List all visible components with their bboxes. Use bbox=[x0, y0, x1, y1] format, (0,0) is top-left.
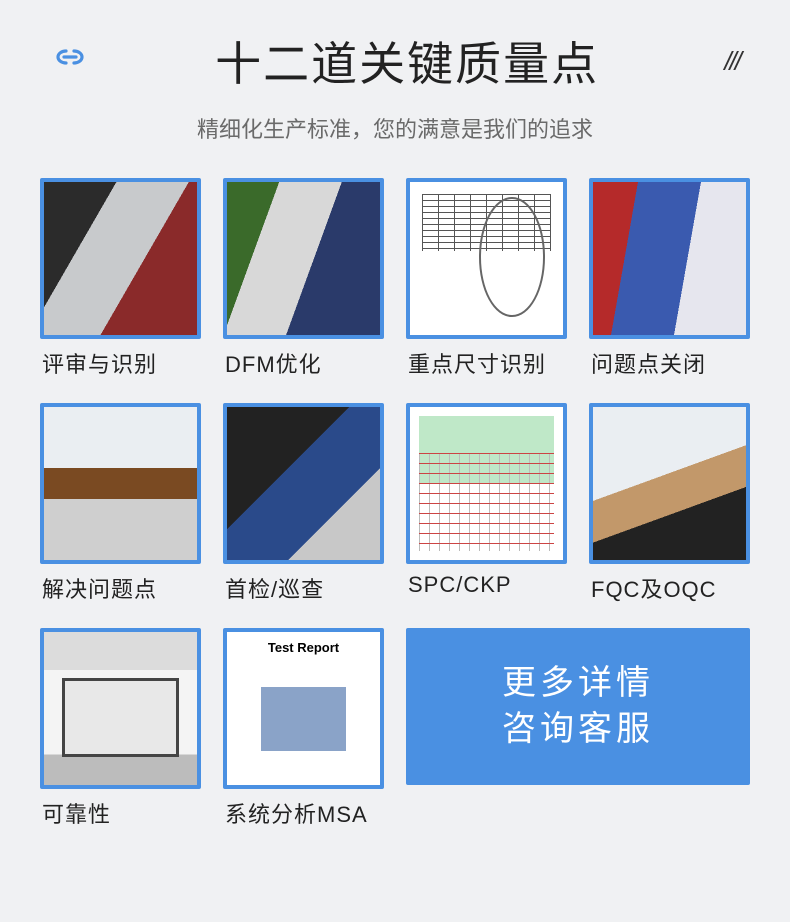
card-image bbox=[589, 178, 750, 339]
card-label: FQC及OQC bbox=[589, 572, 750, 604]
card-label: 解决问题点 bbox=[40, 572, 201, 604]
card-review-identify: 评审与识别 bbox=[40, 178, 201, 379]
card-msa: Test Report 系统分析MSA bbox=[223, 628, 384, 829]
card-grid: 评审与识别 DFM优化 重点尺寸识别 问题点关闭 解决问题点 首检/巡查 SPC… bbox=[40, 178, 750, 829]
card-spc-ckp: SPC/CKP bbox=[406, 403, 567, 604]
card-label: DFM优化 bbox=[223, 347, 384, 379]
cta-line2: 咨询客服 bbox=[502, 707, 654, 753]
card-label: 首检/巡查 bbox=[223, 572, 384, 604]
page-title: 十二道关键质量点 bbox=[215, 28, 599, 94]
card-solve-issue: 解决问题点 bbox=[40, 403, 201, 604]
card-reliability: 可靠性 bbox=[40, 628, 201, 829]
card-label: 问题点关闭 bbox=[589, 347, 750, 379]
card-image bbox=[223, 403, 384, 564]
cta-line1: 更多详情 bbox=[502, 661, 654, 707]
card-dfm: DFM优化 bbox=[223, 178, 384, 379]
page-subtitle: 精细化生产标准，您的满意是我们的追求 bbox=[40, 112, 750, 144]
card-label: 系统分析MSA bbox=[223, 797, 384, 829]
card-image bbox=[406, 403, 567, 564]
card-first-inspect: 首检/巡查 bbox=[223, 403, 384, 604]
card-issue-close: 问题点关闭 bbox=[589, 178, 750, 379]
card-label: 评审与识别 bbox=[40, 347, 201, 379]
decor-slashes: /// bbox=[724, 46, 740, 77]
card-image bbox=[40, 628, 201, 789]
card-key-dimension: 重点尺寸识别 bbox=[406, 178, 567, 379]
card-label: 重点尺寸识别 bbox=[406, 347, 567, 379]
card-fqc-oqc: FQC及OQC bbox=[589, 403, 750, 604]
card-image bbox=[223, 178, 384, 339]
contact-cta[interactable]: 更多详情 咨询客服 bbox=[406, 628, 750, 785]
card-image: Test Report bbox=[223, 628, 384, 789]
header: 十二道关键质量点 /// bbox=[40, 28, 750, 94]
card-image bbox=[40, 178, 201, 339]
report-title: Test Report bbox=[227, 640, 380, 655]
card-image bbox=[589, 403, 750, 564]
link-icon bbox=[50, 43, 90, 79]
card-label: 可靠性 bbox=[40, 797, 201, 829]
card-image bbox=[40, 403, 201, 564]
card-image bbox=[406, 178, 567, 339]
page-root: 十二道关键质量点 /// 精细化生产标准，您的满意是我们的追求 评审与识别 DF… bbox=[0, 0, 790, 922]
card-label: SPC/CKP bbox=[406, 572, 567, 598]
